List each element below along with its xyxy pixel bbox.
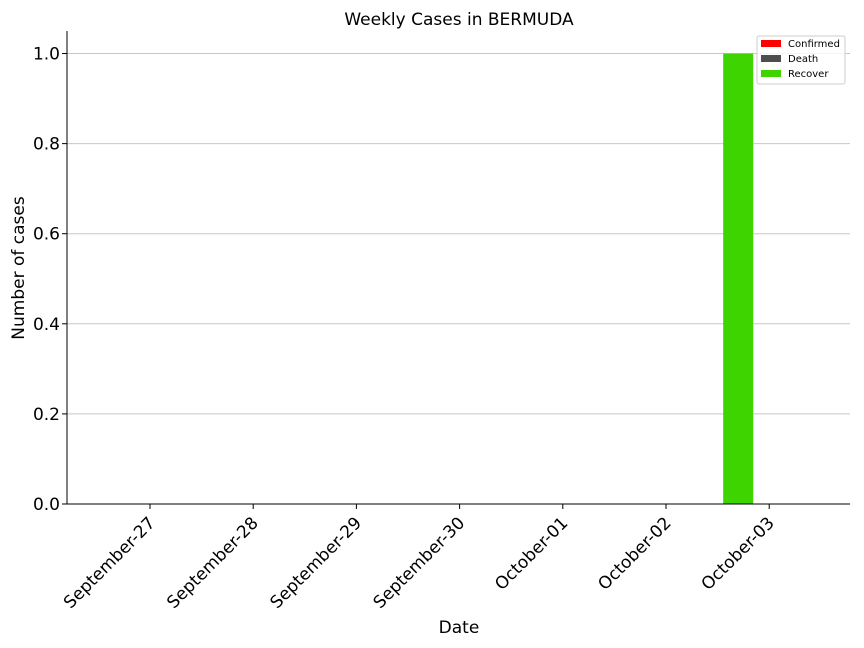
x-tick-label: September-28 (163, 513, 262, 612)
x-tick-label: September-29 (266, 513, 365, 612)
chart-title: Weekly Cases in BERMUDA (344, 10, 574, 30)
legend-label: Death (788, 54, 818, 65)
y-tick-label: 0.4 (33, 315, 60, 335)
y-tick-label: 0.0 (33, 495, 60, 515)
x-tick-label: September-27 (60, 513, 159, 612)
x-tick-label: September-30 (370, 513, 469, 612)
y-tick-label: 0.6 (33, 225, 60, 245)
legend-label: Confirmed (788, 39, 840, 50)
bars (723, 53, 754, 505)
legend-swatch (761, 70, 781, 77)
legend-swatch (761, 55, 781, 62)
x-ticks: September-27 September-28 September-29 Sept… (60, 504, 779, 613)
y-tick-label: 0.8 (33, 135, 60, 155)
x-tick-label: October-01 (491, 513, 572, 594)
y-tick-label: 1.0 (33, 45, 60, 65)
y-axis-label: Number of cases (9, 196, 29, 340)
y-ticks: 0.0 0.2 0.4 0.6 0.8 1.0 (33, 45, 67, 515)
legend-swatch (761, 40, 781, 47)
legend-label: Recover (788, 69, 829, 80)
bar-recover (723, 53, 754, 505)
legend: Confirmed Death Recover (756, 35, 846, 85)
y-tick-label: 0.2 (33, 405, 60, 425)
x-axis-label: Date (439, 618, 480, 638)
x-tick-label: October-03 (698, 513, 779, 594)
x-tick-label: October-02 (594, 513, 675, 594)
